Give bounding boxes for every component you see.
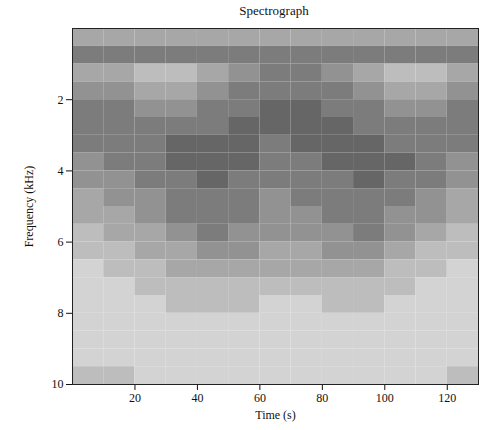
- svg-text:8: 8: [58, 306, 64, 320]
- svg-text:Frequency (kHz): Frequency (kHz): [22, 166, 36, 248]
- svg-text:Time (s): Time (s): [255, 408, 296, 422]
- svg-text:40: 40: [191, 391, 203, 405]
- html-text:Spectrograph: Spectrograph: [239, 3, 309, 18]
- svg-text:6: 6: [58, 235, 64, 249]
- svg-text:2: 2: [58, 93, 64, 107]
- svg-text:120: 120: [438, 391, 456, 405]
- svg-text:4: 4: [58, 164, 64, 178]
- svg-text:60: 60: [254, 391, 266, 405]
- svg-text:80: 80: [316, 391, 328, 405]
- svg-text:20: 20: [129, 391, 141, 405]
- svg-text:100: 100: [376, 391, 394, 405]
- svg-text:10: 10: [52, 377, 64, 391]
